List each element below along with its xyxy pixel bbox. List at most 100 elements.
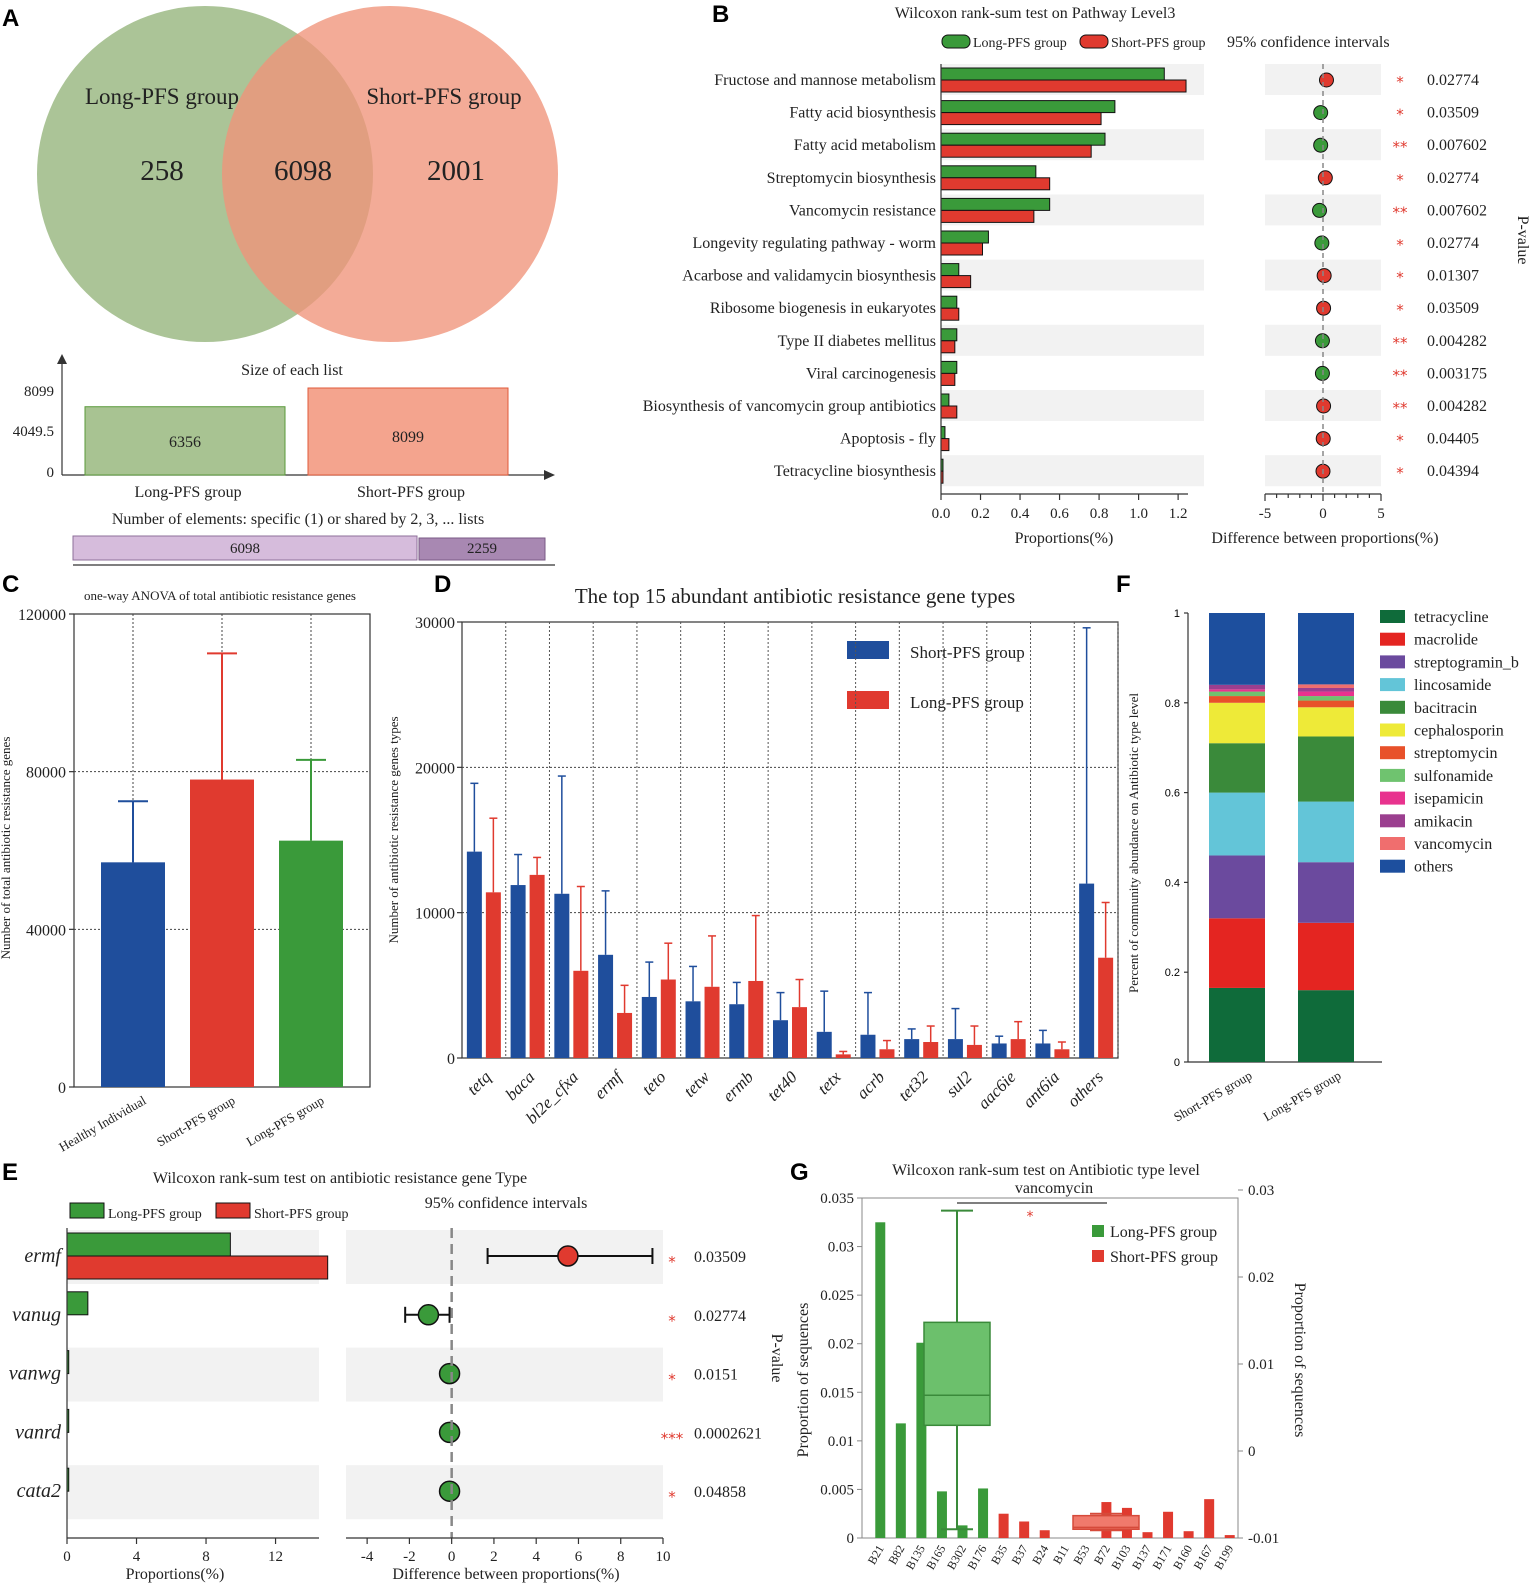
g-category-label: B103 xyxy=(1108,1543,1133,1573)
g-bar xyxy=(1163,1511,1174,1538)
d-bar xyxy=(485,892,501,1058)
p-value: 0.0151 xyxy=(694,1367,738,1384)
venn-circle-short xyxy=(222,6,558,342)
d-bar xyxy=(554,893,570,1058)
f-legend-label: amikacin xyxy=(1414,813,1473,830)
g-category-label: B11 xyxy=(1050,1543,1072,1567)
p-value: 0.04858 xyxy=(694,1484,746,1501)
b-xtick-label: 0.2 xyxy=(971,506,990,522)
c-ytick-label: 120000 xyxy=(18,607,66,624)
g-category-label: B160 xyxy=(1170,1543,1195,1573)
c-title: one-way ANOVA of total antibiotic resist… xyxy=(84,588,356,603)
g-bar xyxy=(957,1525,968,1538)
c-bar xyxy=(190,779,254,1087)
e-legend-long: Long-PFS group xyxy=(108,1207,202,1222)
b-title: Wilcoxon rank-sum test on Pathway Level3 xyxy=(895,5,1176,22)
c-bar xyxy=(101,862,165,1087)
g-category-label: B171 xyxy=(1150,1543,1175,1573)
g-ytick-label: 0.025 xyxy=(820,1288,854,1304)
d-bar xyxy=(641,996,657,1058)
list-size-bar-long xyxy=(84,406,286,476)
d-category-label: others xyxy=(1063,1067,1107,1111)
b-ci-label: 95% confidence intervals xyxy=(1227,34,1390,51)
d-category-label: baca xyxy=(502,1067,539,1104)
f-legend: tetracycline macrolide streptogramin_blinc… xyxy=(1380,609,1519,876)
g-category-label: B35 xyxy=(988,1543,1010,1567)
g-category-label: B167 xyxy=(1191,1543,1216,1573)
f-segment xyxy=(1209,792,1265,856)
g-bar xyxy=(998,1513,1009,1538)
shared-title: Number of elements: specific (1) or shar… xyxy=(112,511,484,528)
bar-short xyxy=(940,307,960,321)
f-legend-swatch xyxy=(1380,859,1405,873)
shared-bar-2 xyxy=(418,537,546,561)
pathway-label: Tetracycline biosynthesis xyxy=(774,463,936,480)
e-ci-tick-label: 10 xyxy=(656,1549,671,1565)
pathway-label: Biosynthesis of vancomycin group antibio… xyxy=(643,398,936,415)
e-pvalue-label: P-value xyxy=(768,1334,785,1383)
shared-value-1: 6098 xyxy=(230,541,260,557)
g-ytick-label: 0.02 xyxy=(828,1337,854,1353)
d-bar xyxy=(860,1034,876,1058)
b-xtick-label: 0.4 xyxy=(1011,506,1030,522)
g-category-label: B302 xyxy=(944,1543,969,1573)
f-legend-label: streptomycin xyxy=(1414,745,1498,762)
gene-label: vanug xyxy=(12,1304,61,1326)
d-bar xyxy=(835,1054,851,1058)
d-bar xyxy=(748,980,764,1058)
ci-point xyxy=(557,1245,579,1267)
e-xlabel: Proportions(%) xyxy=(126,1566,225,1583)
d-category-label: acrb xyxy=(853,1067,888,1102)
panel-label-a: A xyxy=(2,5,19,32)
d-bar xyxy=(660,979,676,1058)
f-legend-label: sulfonamide xyxy=(1414,768,1493,785)
e-ci-tick-label: 6 xyxy=(575,1549,583,1565)
f-ylabel: Percent of community abundance on Antibi… xyxy=(1126,693,1141,993)
d-bar xyxy=(966,1044,982,1058)
g-bar xyxy=(916,1342,927,1538)
p-value: 0.04394 xyxy=(1427,463,1479,480)
e-ci-xlabel: Difference between proportions(%) xyxy=(392,1566,619,1583)
row-band xyxy=(67,1465,319,1520)
f-ytick-label: 0.4 xyxy=(1165,877,1180,889)
pathway-label: Type II diabetes mellitus xyxy=(778,333,936,350)
g-y2tick-label: 0.03 xyxy=(1248,1183,1274,1199)
f-chart: 0 0.2 0.4 0.6 0.8 1 Short-PFS group Long-PFS gr… xyxy=(1165,608,1382,1124)
pathway-label: Apoptosis - fly xyxy=(840,431,936,448)
f-segment xyxy=(1298,613,1354,685)
bar-short xyxy=(940,112,1102,126)
ci-point xyxy=(438,1480,461,1502)
significance-stars: ** xyxy=(1393,334,1409,352)
b-ci-tick-label: -5 xyxy=(1259,506,1272,522)
d-legend-short: Short-PFS group xyxy=(910,643,1025,662)
p-value: 0.007602 xyxy=(1427,137,1487,154)
e-xtick-label: 0 xyxy=(63,1549,71,1565)
d-ytick-label: 0 xyxy=(447,1051,455,1068)
panel-g-vancomycin: Wilcoxon rank-sum test on Antibiotic typ… xyxy=(795,1162,1308,1572)
bar-short xyxy=(940,340,956,354)
pathway-label: Fructose and mannose metabolism xyxy=(714,72,936,89)
row-band xyxy=(67,1347,319,1402)
e-ci-tick-label: -2 xyxy=(403,1549,416,1565)
g-category-label: B176 xyxy=(965,1543,990,1573)
g-bar xyxy=(1142,1532,1153,1538)
g-category-label: B135 xyxy=(903,1543,928,1573)
panel-label-c: C xyxy=(2,571,19,598)
ci-point xyxy=(438,1362,461,1385)
d-bar xyxy=(529,874,545,1058)
bar-short xyxy=(940,438,950,452)
b-xtick-label: 0.8 xyxy=(1090,506,1109,522)
gene-label: cata2 xyxy=(17,1480,61,1502)
g-bar xyxy=(1183,1531,1194,1538)
venn-label-short: Short-PFS group xyxy=(366,84,521,109)
d-bar xyxy=(923,1042,939,1058)
p-value: 0.02774 xyxy=(694,1308,746,1325)
bar-short xyxy=(940,242,983,256)
e-ci-tick-label: -4 xyxy=(361,1549,374,1565)
d-bar xyxy=(947,1039,963,1058)
c-bar xyxy=(279,840,343,1087)
bar-long xyxy=(940,295,958,309)
list-size-label-short: Short-PFS group xyxy=(357,484,465,501)
bar-long xyxy=(940,360,958,374)
